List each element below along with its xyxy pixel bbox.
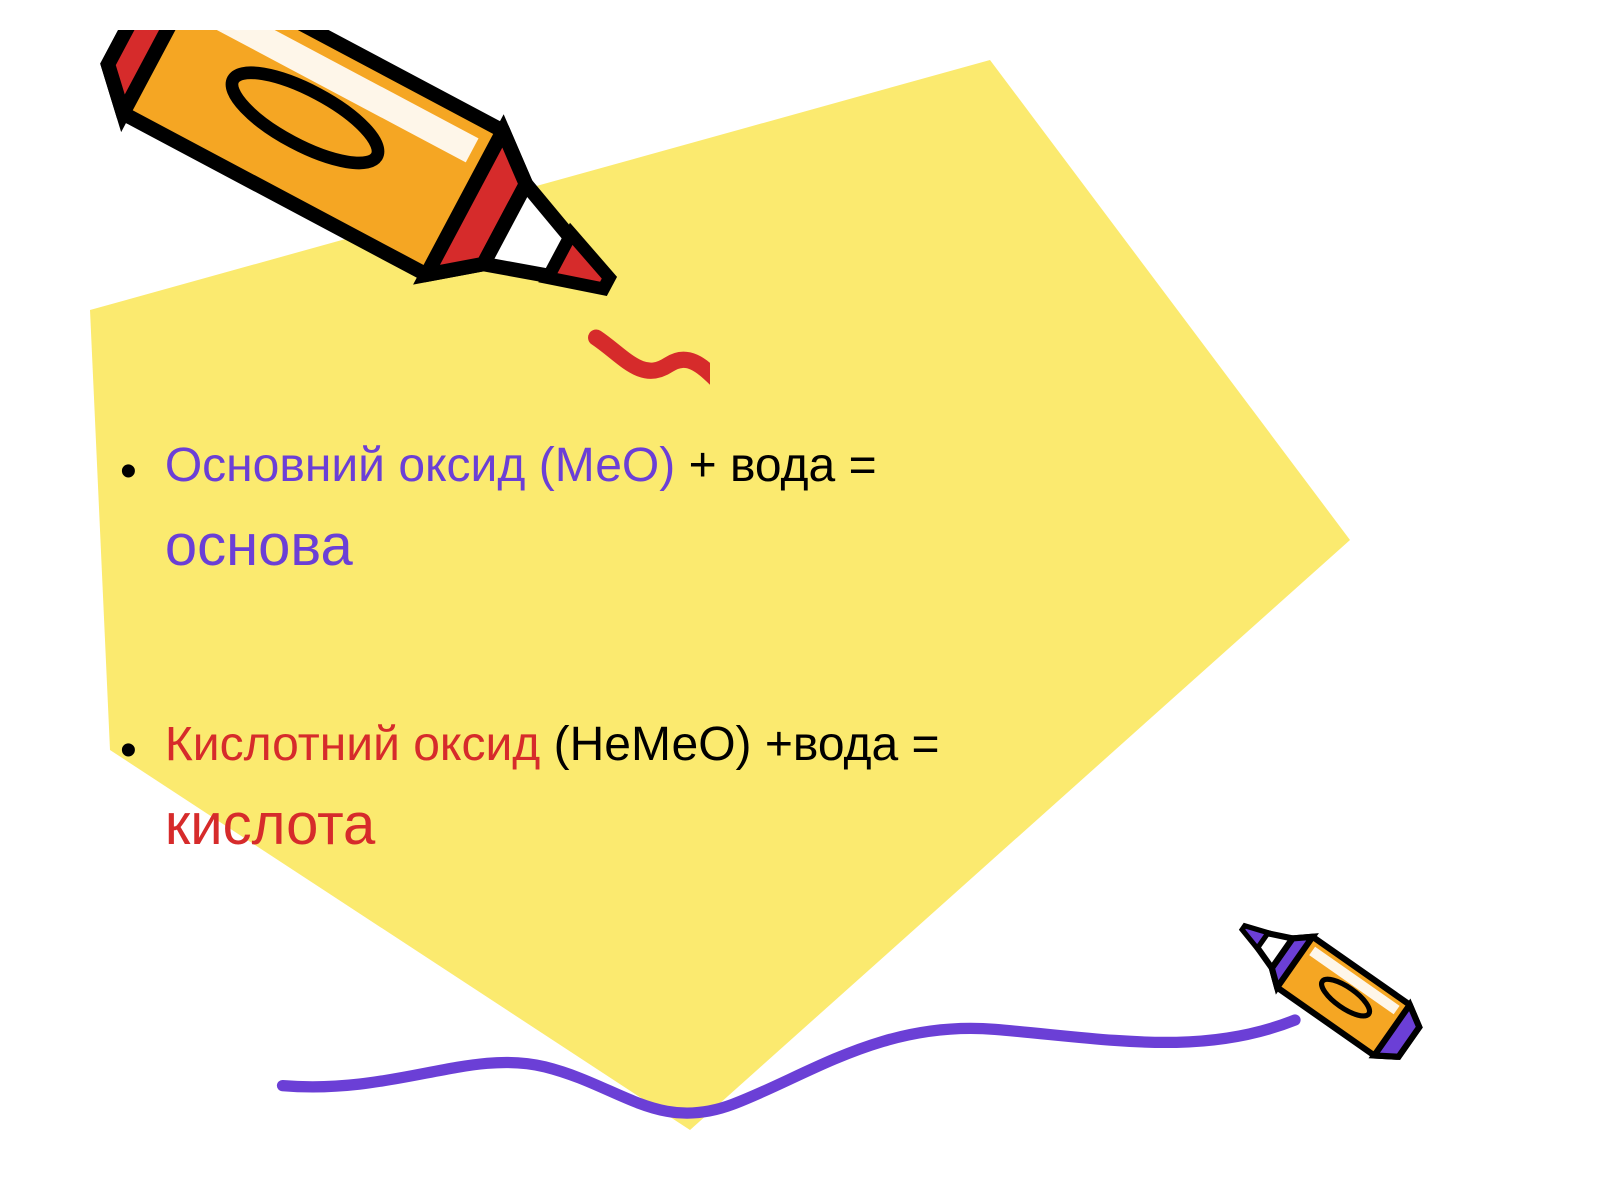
basic-oxide-label: Основний оксид (МеО) — [165, 439, 689, 492]
bullet-text-1: Основний оксид (МеО) + вода = основа — [165, 430, 877, 589]
red-squiggle — [596, 338, 710, 392]
result-base: основа — [165, 513, 353, 578]
bullet-item-1: • Основний оксид (МеО) + вода = основа — [120, 430, 1220, 589]
bullet-marker: • — [120, 717, 137, 784]
bullet-item-2: • Кислотний оксид (НеМеО) +вода = кислот… — [120, 709, 1220, 868]
purple-crayon-illustration — [120, 870, 1570, 1170]
red-crayon-illustration — [30, 30, 710, 410]
bullet-text-2: Кислотний оксид (НеМеО) +вода = кислота — [165, 709, 940, 868]
bullet-marker: • — [120, 438, 137, 505]
plus-water-1: + вода = — [689, 439, 877, 492]
crayon-tip-color — [548, 234, 619, 303]
acidic-oxide-label: Кислотний оксид — [165, 718, 554, 771]
plus-water-2: (НеМеО) +вода = — [554, 718, 940, 771]
purple-wave-line — [283, 1020, 1296, 1113]
result-acid: кислота — [165, 792, 375, 857]
